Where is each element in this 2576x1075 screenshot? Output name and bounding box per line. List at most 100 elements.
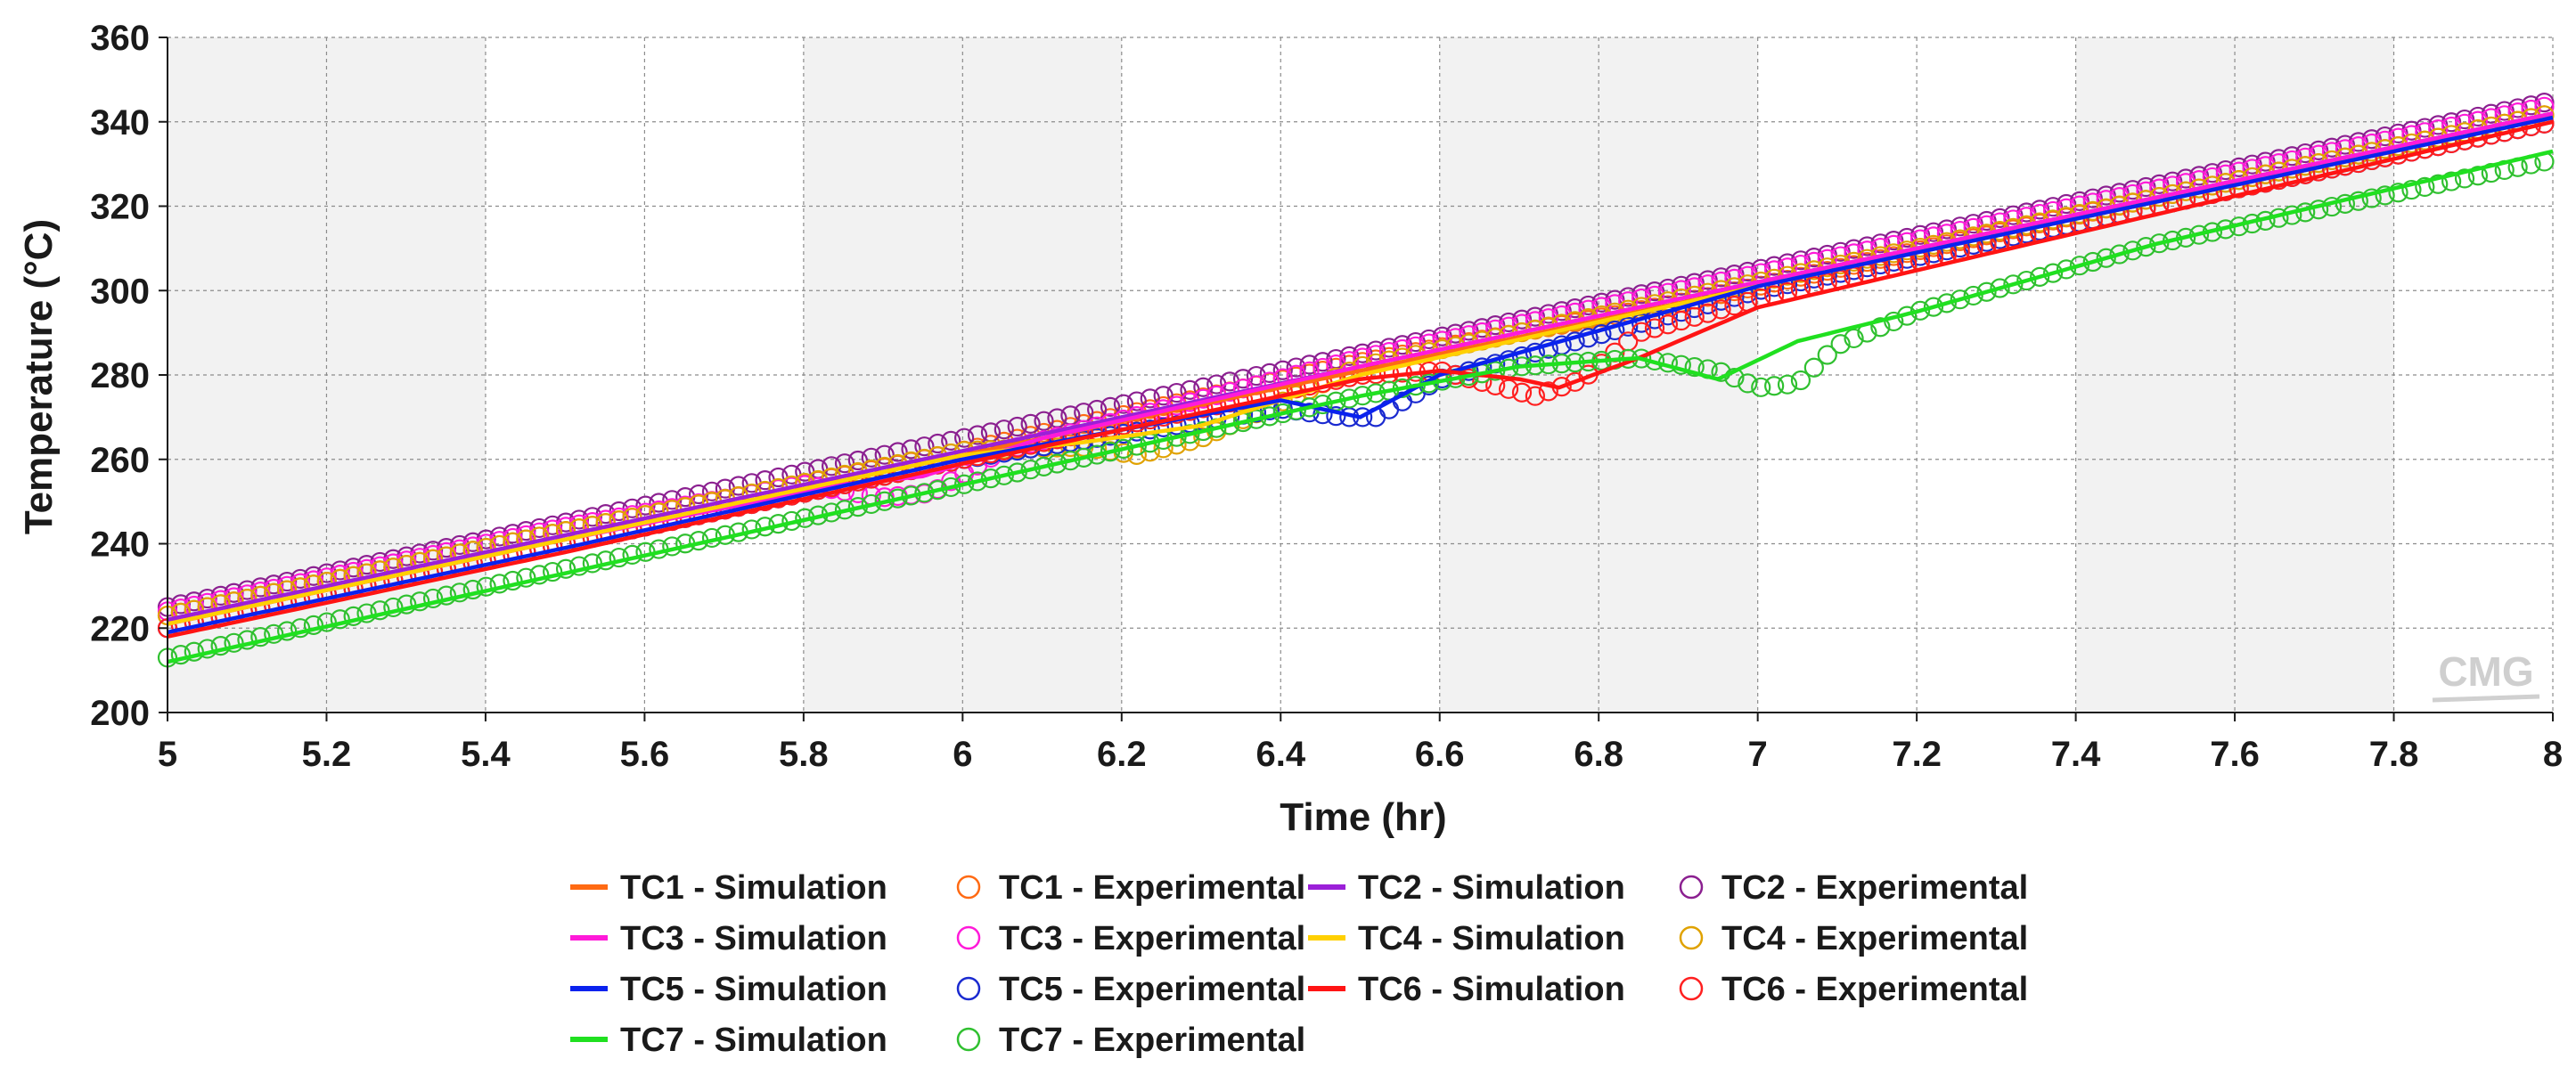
data-point bbox=[1684, 306, 1705, 327]
data-point bbox=[356, 603, 377, 623]
legend-item: TC3 - Experimental bbox=[956, 920, 1305, 957]
data-point bbox=[1034, 411, 1054, 431]
data-point bbox=[2467, 166, 2489, 186]
x-tick-label: 7.6 bbox=[2210, 735, 2260, 774]
data-point bbox=[462, 579, 483, 600]
data-point bbox=[2441, 171, 2462, 191]
y-tick-label: 200 bbox=[90, 694, 150, 733]
data-point bbox=[184, 641, 204, 662]
legend-label: TC4 - Experimental bbox=[1721, 920, 2028, 957]
data-point bbox=[2454, 168, 2475, 189]
axes bbox=[159, 37, 2554, 721]
data-point bbox=[264, 623, 284, 644]
data-point bbox=[489, 574, 510, 594]
data-point bbox=[1830, 334, 1851, 354]
data-point bbox=[277, 621, 298, 641]
data-point bbox=[2415, 176, 2435, 197]
data-point bbox=[1671, 310, 1691, 331]
data-point bbox=[2109, 244, 2130, 265]
x-tick-label: 5 bbox=[158, 735, 177, 774]
data-point bbox=[1259, 362, 1280, 383]
x-tick-label: 5.4 bbox=[461, 735, 511, 774]
data-point bbox=[1100, 396, 1121, 417]
y-tick-label: 360 bbox=[90, 19, 150, 58]
data-point bbox=[1246, 365, 1267, 387]
data-point bbox=[290, 618, 311, 639]
x-tick-label: 6.2 bbox=[1097, 735, 1147, 774]
legend-marker-swatch bbox=[956, 875, 981, 900]
y-tick-label: 280 bbox=[90, 356, 150, 395]
legend-marker-swatch bbox=[1679, 976, 1704, 1001]
data-point bbox=[2056, 259, 2077, 280]
data-point bbox=[2136, 236, 2156, 257]
data-point bbox=[1007, 416, 1027, 437]
x-tick-label: 5.2 bbox=[302, 735, 352, 774]
data-point bbox=[1299, 354, 1320, 375]
legend-item: TC4 - Experimental bbox=[1679, 920, 2028, 957]
data-point bbox=[503, 570, 523, 591]
data-point bbox=[2361, 188, 2382, 208]
plot-band bbox=[962, 37, 1122, 713]
data-point bbox=[1738, 373, 1758, 394]
data-point bbox=[928, 433, 948, 454]
data-point bbox=[2082, 251, 2103, 273]
data-point bbox=[2096, 248, 2116, 268]
data-point bbox=[874, 444, 895, 465]
data-point bbox=[410, 591, 430, 612]
series-line-tc6-simulation bbox=[167, 119, 2554, 639]
data-point bbox=[343, 606, 364, 626]
data-point bbox=[1817, 345, 1837, 365]
legend-label: TC3 - Experimental bbox=[999, 920, 1305, 957]
data-point bbox=[250, 627, 271, 647]
legend-marker-swatch bbox=[956, 925, 981, 950]
data-point bbox=[887, 442, 908, 462]
x-tick-label: 6.6 bbox=[1415, 735, 1465, 774]
x-tick-label: 7.2 bbox=[1892, 735, 1942, 774]
data-point bbox=[1153, 386, 1174, 406]
data-point bbox=[1684, 356, 1705, 378]
data-point bbox=[847, 450, 869, 471]
series-line-tc5-simulation bbox=[167, 115, 2554, 635]
data-point bbox=[2388, 183, 2408, 203]
data-point bbox=[1671, 354, 1691, 375]
data-point bbox=[1087, 399, 1108, 420]
data-point bbox=[901, 439, 921, 460]
legend-marker-swatch bbox=[1679, 875, 1704, 900]
data-point bbox=[476, 576, 496, 597]
data-point bbox=[1923, 297, 1944, 317]
data-point bbox=[555, 558, 577, 579]
data-point bbox=[2375, 185, 2395, 206]
y-tick-label: 260 bbox=[90, 441, 150, 480]
watermark-underline bbox=[2432, 694, 2540, 703]
data-point bbox=[1963, 285, 1983, 306]
data-point bbox=[622, 498, 642, 518]
legend-item: TC3 - Simulation bbox=[570, 920, 887, 957]
data-point bbox=[2016, 270, 2037, 291]
data-point bbox=[1113, 394, 1134, 414]
x-tick-label: 5.8 bbox=[779, 735, 829, 774]
data-point bbox=[1525, 386, 1546, 406]
legend-item: TC2 - Simulation bbox=[1308, 869, 1625, 907]
data-point bbox=[1166, 382, 1187, 403]
data-point bbox=[543, 561, 563, 582]
tick-labels: 5 5.2 5.4 5.6 5.8 6 6.2 6.4 6.6 6.8 7 7.2 7.4 7.6 7.8 8… bbox=[90, 19, 2563, 774]
legend-item: TC1 - Experimental bbox=[956, 869, 1305, 907]
legend-label: TC7 - Experimental bbox=[999, 1022, 1305, 1059]
legend-item: TC7 - Simulation bbox=[570, 1022, 887, 1059]
legend-label: TC1 - Experimental bbox=[999, 869, 1305, 907]
y-tick-label: 240 bbox=[90, 525, 150, 565]
data-point bbox=[316, 612, 337, 632]
legend-marker-swatch bbox=[1679, 925, 1704, 950]
data-point bbox=[330, 609, 350, 630]
y-tick-label: 300 bbox=[90, 272, 150, 311]
data-point bbox=[210, 636, 231, 656]
data-point bbox=[303, 615, 324, 635]
data-point bbox=[1657, 314, 1679, 335]
data-point bbox=[1498, 379, 1519, 399]
data-point bbox=[1990, 278, 2010, 298]
data-point bbox=[1644, 318, 1665, 338]
data-point bbox=[1724, 296, 1745, 316]
data-point bbox=[2003, 274, 2024, 295]
data-point bbox=[436, 585, 457, 606]
